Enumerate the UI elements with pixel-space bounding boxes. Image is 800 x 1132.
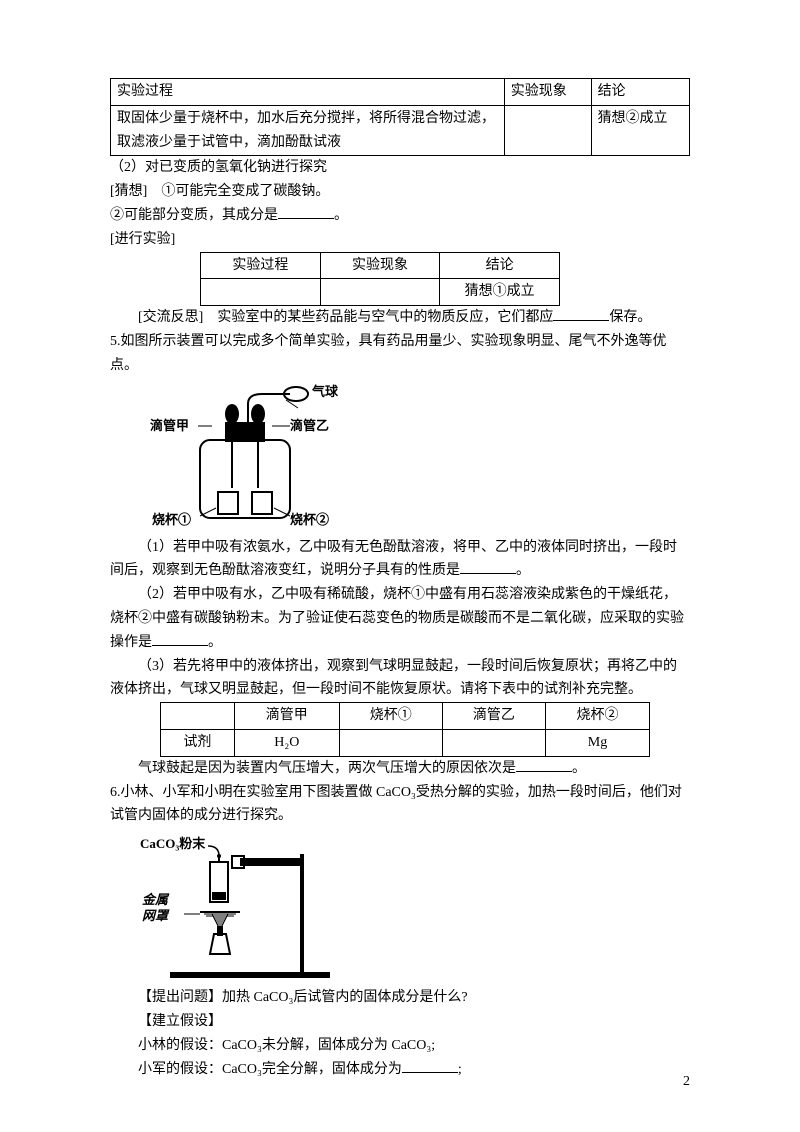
t1-h1: 实验过程 — [111, 79, 505, 106]
q6-p4a: 小军的假设：CaCO₃完全分解，固体成分为 — [138, 1062, 402, 1077]
figure-apparatus-2: CaCO₃粉末 金属 网罩 — [140, 834, 690, 984]
t2-h3: 结论 — [440, 252, 560, 279]
q5-p1b: 。 — [516, 563, 530, 578]
content-area: 实验过程 实验现象 结论 取固体少量于烧杯中，加水后充分搅拌，将所得混合物过滤，… — [110, 78, 690, 1081]
guess2-b: 。 — [334, 208, 348, 223]
t3-r1c4: Mg — [545, 729, 649, 756]
t1-h2: 实验现象 — [504, 79, 591, 106]
para-reflect: [交流反思] 实验室中的某些药品能与空气中的物质反应，它们都应 保存。 — [110, 306, 690, 330]
q6-p1: 【提出问题】加热 CaCO₃后试管内的固体成分是什么? — [110, 986, 690, 1010]
para-guess1: [猜想] ①可能完全变成了碳酸钠。 — [110, 180, 690, 204]
q5-p4a: 气球鼓起是因为装置内气压增大，两次气压增大的原因依次是 — [138, 761, 516, 776]
svg-text:CaCO₃粉末: CaCO₃粉末 — [140, 836, 206, 851]
t2-r1c3: 猜想①成立 — [440, 279, 560, 306]
q5-p1: （1）若甲中吸有浓氨水，乙中吸有无色酚酞溶液，将甲、乙中的液体同时挤出，一段时间… — [110, 536, 690, 584]
reflect-b: 保存。 — [609, 310, 651, 325]
t2-h1: 实验过程 — [201, 252, 321, 279]
blank-4 — [152, 631, 208, 646]
t3-h4: 烧杯② — [545, 703, 649, 730]
svg-text:金属: 金属 — [142, 892, 170, 907]
svg-text:网罩: 网罩 — [142, 908, 170, 923]
fig1-dropper-b-label: 滴管乙 — [290, 418, 329, 433]
t3-r1c1: H₂O — [234, 729, 339, 756]
apparatus-svg-1: 气球 滴管甲 滴管乙 烧杯① 烧杯② — [140, 382, 350, 532]
para-2-heading: （2）对已变质的氢氧化钠进行探究 — [110, 156, 690, 180]
blank-2 — [553, 306, 609, 321]
t1-r1c1: 取固体少量于烧杯中，加水后充分搅拌，将所得混合物过滤，取滤液少量于试管中，滴加酚… — [111, 105, 505, 156]
reflect-a: [交流反思] 实验室中的某些药品能与空气中的物质反应，它们都应 — [138, 310, 553, 325]
blank-5 — [516, 757, 572, 772]
t3-r1c2 — [339, 729, 442, 756]
q6-p4: 小军的假设：CaCO₃完全分解，固体成分为; — [110, 1058, 690, 1082]
q6-p4b: ; — [458, 1062, 462, 1077]
q5-p1a: （1）若甲中吸有浓氨水，乙中吸有无色酚酞溶液，将甲、乙中的液体同时挤出，一段时间… — [110, 540, 677, 579]
para-doexp: [进行实验] — [110, 228, 690, 252]
blank-6 — [402, 1058, 458, 1073]
q6-p3: 小林的假设：CaCO₃未分解，固体成分为 CaCO₃; — [110, 1034, 690, 1058]
guess2-a: ②可能部分变质，其成分是 — [110, 208, 278, 223]
blank-3 — [460, 559, 516, 574]
t1-h3: 结论 — [591, 79, 689, 106]
para-guess2: ②可能部分变质，其成分是 。 — [110, 204, 690, 228]
t1-r1c3: 猜想②成立 — [591, 105, 689, 156]
q5-p2b: 。 — [208, 635, 222, 650]
t3-h2: 烧杯① — [339, 703, 442, 730]
t3-r1c0: 试剂 — [161, 729, 235, 756]
t1-r1c2 — [504, 105, 591, 156]
table-reagent: 滴管甲 烧杯① 滴管乙 烧杯② 试剂 H₂O Mg — [160, 702, 650, 757]
q6-p2: 【建立假设】 — [110, 1010, 690, 1034]
t3-h1: 滴管甲 — [234, 703, 339, 730]
fig1-balloon-label: 气球 — [312, 384, 339, 399]
q5-intro: 5.如图所示装置可以完成多个简单实验，具有药品用量少、实验现象明显、尾气不外逸等… — [110, 330, 690, 378]
q5-p4: 气球鼓起是因为装置内气压增大，两次气压增大的原因依次是 。 — [110, 757, 690, 781]
page: 实验过程 实验现象 结论 取固体少量于烧杯中，加水后充分搅拌，将所得混合物过滤，… — [0, 0, 800, 1132]
t2-h2: 实验现象 — [320, 252, 440, 279]
table-experiment-1: 实验过程 实验现象 结论 取固体少量于烧杯中，加水后充分搅拌，将所得混合物过滤，… — [110, 78, 690, 156]
apparatus-svg-2: CaCO₃粉末 金属 网罩 — [140, 834, 350, 984]
q5-p2: （2）若甲中吸有水，乙中吸有稀硫酸，烧杯①中盛有用石蕊溶液染成紫色的干燥纸花，烧… — [110, 583, 690, 654]
t3-r1c3 — [442, 729, 545, 756]
page-number: 2 — [683, 1070, 690, 1094]
table-experiment-2: 实验过程 实验现象 结论 猜想①成立 — [200, 252, 560, 307]
blank-1 — [278, 204, 334, 219]
t2-r1c1 — [201, 279, 321, 306]
figure-apparatus-1: 气球 滴管甲 滴管乙 烧杯① 烧杯② — [140, 382, 690, 532]
q6-intro: 6.小林、小军和小明在实验室用下图装置做 CaCO₃受热分解的实验，加热一段时间… — [110, 781, 690, 829]
t3-h3: 滴管乙 — [442, 703, 545, 730]
fig1-beaker-a-label: 烧杯① — [152, 512, 191, 527]
fig1-dropper-a-label: 滴管甲 — [150, 418, 189, 433]
q5-p4b: 。 — [572, 761, 586, 776]
t2-r1c2 — [320, 279, 440, 306]
q5-p3: （3）若先将甲中的液体挤出，观察到气球明显鼓起，一段时间后恢复原状；再将乙中的液… — [110, 655, 690, 703]
t3-h0 — [161, 703, 235, 730]
fig1-beaker-b-label: 烧杯② — [290, 512, 329, 527]
